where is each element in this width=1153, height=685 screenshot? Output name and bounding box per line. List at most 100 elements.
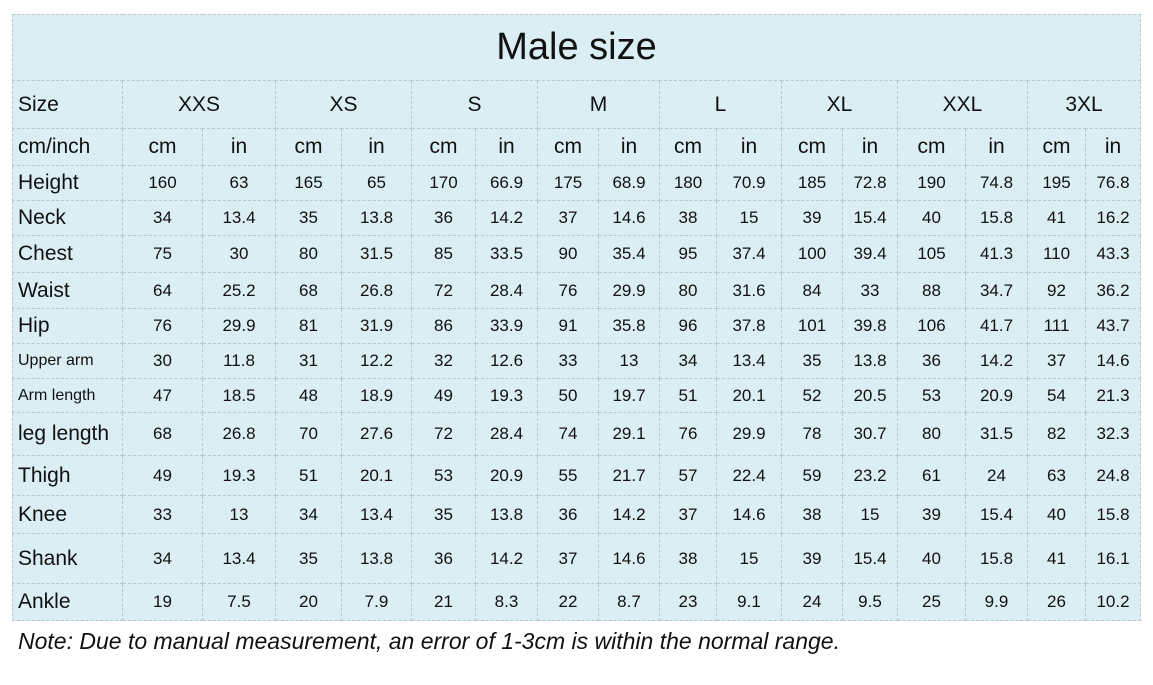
- value-cell: 51: [275, 455, 342, 496]
- value-cell: 160: [122, 165, 203, 201]
- value-cell: 15.8: [1085, 495, 1141, 534]
- unit-header: in: [965, 128, 1028, 166]
- table-row: Upper arm 30 11.8 31 12.2 32 12.6 33 13 34 13.4 35 1…: [12, 343, 1141, 379]
- value-cell: 35.4: [598, 235, 660, 273]
- value-cell: 72: [411, 272, 476, 309]
- value-cell: 28.4: [475, 272, 538, 309]
- value-cell: 34.7: [965, 272, 1028, 309]
- unit-header: cm: [122, 128, 203, 166]
- table-row: cm/inch cm in cm in cm in cm in cm in cm in cm in cm in: [12, 128, 1141, 166]
- value-cell: 24: [781, 583, 843, 621]
- value-cell: 36: [537, 495, 599, 534]
- table-row: Knee 33 13 34 13.4 35 13.8 36 14.2 37 14.6 38 15 39 15…: [12, 495, 1141, 534]
- value-cell: 185: [781, 165, 843, 201]
- value-cell: 55: [537, 455, 599, 496]
- value-cell: 95: [659, 235, 717, 273]
- value-cell: 86: [411, 308, 476, 344]
- value-cell: 14.2: [475, 533, 538, 584]
- unit-header: in: [598, 128, 660, 166]
- value-cell: 13.4: [716, 343, 782, 379]
- size-table: Male size Size XXS XS S M L XL XXL 3XL cm/inch cm in…: [12, 14, 1141, 621]
- value-cell: 37: [537, 533, 599, 584]
- row-label: Neck: [12, 200, 123, 236]
- value-cell: 38: [781, 495, 843, 534]
- value-cell: 195: [1027, 165, 1086, 201]
- unit-header: cm/inch: [12, 128, 123, 166]
- row-label: Shank: [12, 533, 123, 584]
- value-cell: 38: [659, 200, 717, 236]
- value-cell: 9.5: [842, 583, 898, 621]
- value-cell: 85: [411, 235, 476, 273]
- value-cell: 27.6: [341, 412, 412, 456]
- value-cell: 35: [411, 495, 476, 534]
- size-header: S: [411, 80, 538, 129]
- value-cell: 31.6: [716, 272, 782, 309]
- value-cell: 34: [122, 200, 203, 236]
- value-cell: 9.1: [716, 583, 782, 621]
- value-cell: 7.5: [202, 583, 276, 621]
- value-cell: 111: [1027, 308, 1086, 344]
- value-cell: 49: [411, 378, 476, 413]
- value-cell: 70.9: [716, 165, 782, 201]
- value-cell: 40: [897, 533, 966, 584]
- value-cell: 9.9: [965, 583, 1028, 621]
- value-cell: 68: [275, 272, 342, 309]
- value-cell: 31: [275, 343, 342, 379]
- value-cell: 14.6: [598, 533, 660, 584]
- value-cell: 33.5: [475, 235, 538, 273]
- unit-header: cm: [659, 128, 717, 166]
- value-cell: 36: [411, 200, 476, 236]
- value-cell: 19.7: [598, 378, 660, 413]
- table-row: Arm length 47 18.5 48 18.9 49 19.3 50 19.7 51 20.1…: [12, 378, 1141, 413]
- value-cell: 7.9: [341, 583, 412, 621]
- size-header: M: [537, 80, 660, 129]
- size-header: XXS: [122, 80, 276, 129]
- value-cell: 75: [122, 235, 203, 273]
- note: Note: Due to manual measurement, an erro…: [18, 628, 840, 654]
- size-header: 3XL: [1027, 80, 1141, 129]
- value-cell: 11.8: [202, 343, 276, 379]
- value-cell: 32: [411, 343, 476, 379]
- value-cell: 90: [537, 235, 599, 273]
- value-cell: 96: [659, 308, 717, 344]
- value-cell: 88: [897, 272, 966, 309]
- unit-header: cm: [275, 128, 342, 166]
- value-cell: 24: [965, 455, 1028, 496]
- value-cell: 36: [411, 533, 476, 584]
- value-cell: 14.6: [716, 495, 782, 534]
- value-cell: 76: [122, 308, 203, 344]
- value-cell: 37.4: [716, 235, 782, 273]
- unit-header: in: [341, 128, 412, 166]
- table-row: Height 160 63 165 65 170 66.9 175 68.9 180 70.9 185…: [12, 165, 1141, 201]
- unit-header: in: [842, 128, 898, 166]
- value-cell: 50: [537, 378, 599, 413]
- value-cell: 41: [1027, 200, 1086, 236]
- value-cell: 21.7: [598, 455, 660, 496]
- row-label: Ankle: [12, 583, 123, 621]
- value-cell: 26.8: [202, 412, 276, 456]
- value-cell: 13.8: [341, 200, 412, 236]
- value-cell: 51: [659, 378, 717, 413]
- size-header: XS: [275, 80, 412, 129]
- value-cell: 74: [537, 412, 599, 456]
- table-row: Male size: [12, 14, 1141, 81]
- value-cell: 105: [897, 235, 966, 273]
- value-cell: 10.2: [1085, 583, 1141, 621]
- value-cell: 22.4: [716, 455, 782, 496]
- value-cell: 32.3: [1085, 412, 1141, 456]
- value-cell: 12.6: [475, 343, 538, 379]
- value-cell: 66.9: [475, 165, 538, 201]
- value-cell: 41.3: [965, 235, 1028, 273]
- table-row: leg length 68 26.8 70 27.6 72 28.4 74 29.1 76 29.9…: [12, 412, 1141, 456]
- value-cell: 15: [716, 200, 782, 236]
- value-cell: 29.9: [716, 412, 782, 456]
- value-cell: 170: [411, 165, 476, 201]
- value-cell: 65: [341, 165, 412, 201]
- value-cell: 52: [781, 378, 843, 413]
- table-row: Waist 64 25.2 68 26.8 72 28.4 76 29.9 80 31.6 84 33 8…: [12, 272, 1141, 309]
- value-cell: 14.6: [598, 200, 660, 236]
- value-cell: 21.3: [1085, 378, 1141, 413]
- value-cell: 29.9: [598, 272, 660, 309]
- value-cell: 80: [897, 412, 966, 456]
